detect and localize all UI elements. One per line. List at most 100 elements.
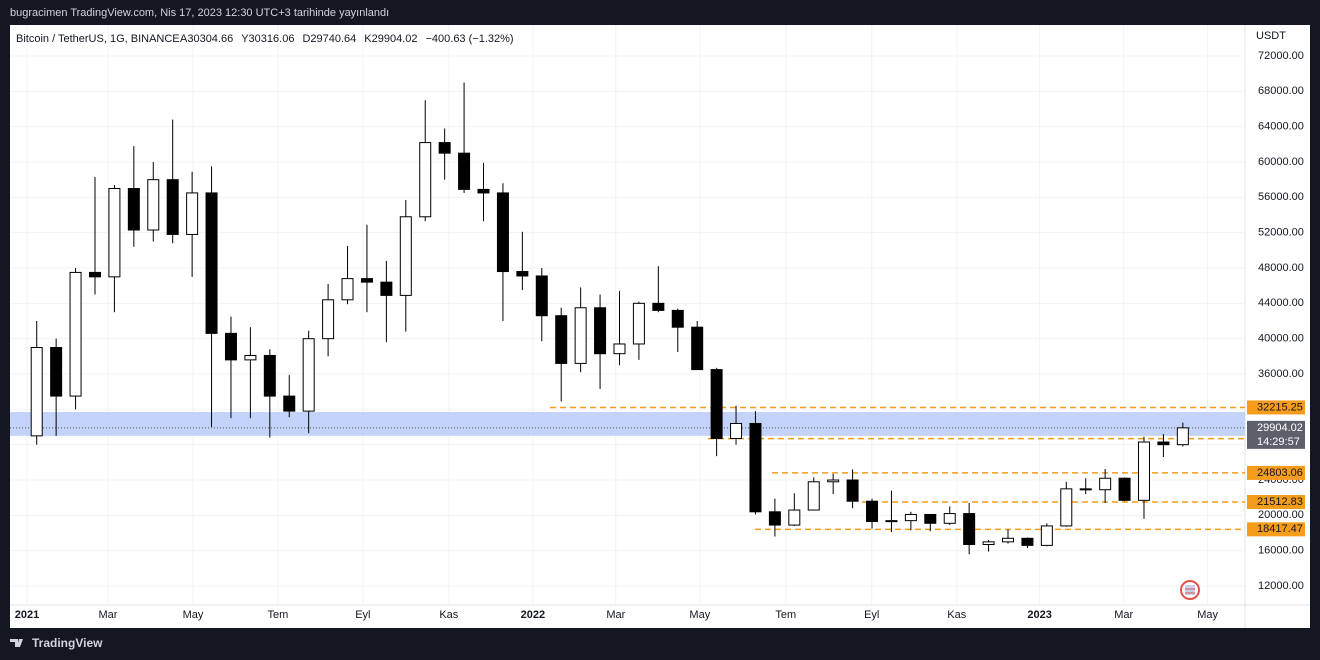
candle-body (263, 354, 276, 397)
x-tick-label: Mar (606, 609, 625, 621)
x-tick-label: Tem (775, 609, 796, 621)
flag-icon (1180, 580, 1200, 600)
candle-body (1118, 477, 1131, 501)
candle-body (88, 271, 101, 278)
x-tick-label: 2023 (1027, 609, 1051, 621)
candle-body (555, 315, 568, 364)
ohlc-value: K29904.02 (364, 33, 417, 45)
candle-body (846, 479, 859, 502)
y-tick-label: 36000.00 (1258, 368, 1304, 380)
x-tick-label: 2021 (15, 609, 39, 621)
candle-body (885, 520, 898, 523)
level-label: 32215.25 (1257, 401, 1303, 413)
candle-body (768, 511, 781, 526)
candle-body (108, 188, 121, 278)
x-tick-label: Mar (99, 609, 118, 621)
y-tick-label: 68000.00 (1258, 85, 1304, 97)
candle-body (224, 332, 237, 361)
x-tick-label: Kas (947, 609, 966, 621)
candle-body (186, 192, 199, 235)
x-tick-label: May (1197, 609, 1218, 621)
candle-body (691, 326, 704, 371)
change-value: −400.63 (−1.32%) (425, 33, 513, 45)
candle-body (963, 513, 976, 545)
candle-body (632, 302, 645, 345)
y-tick-label: 64000.00 (1258, 121, 1304, 133)
candle-body (1002, 537, 1015, 543)
x-tick-label: 2022 (521, 609, 545, 621)
candle-body (652, 302, 665, 311)
candle-body (50, 347, 63, 397)
x-tick-label: Eyl (355, 609, 370, 621)
candle-body (127, 188, 140, 231)
candle-body (283, 395, 296, 412)
candle-body (1137, 441, 1150, 501)
candle-body (516, 271, 529, 277)
level-tag (1247, 400, 1305, 415)
x-tick-label: Eyl (864, 609, 879, 621)
candle-body (710, 369, 723, 439)
y-tick-label: 40000.00 (1258, 333, 1304, 345)
candle-body (205, 192, 218, 334)
candle-body (594, 307, 607, 355)
candle-body (477, 188, 490, 194)
candle-body (302, 338, 315, 412)
candle-body (749, 422, 762, 513)
candle-body (982, 541, 995, 545)
candle-body (1176, 427, 1189, 446)
chart-area (10, 25, 1310, 628)
y-tick-label: 48000.00 (1258, 262, 1304, 274)
y-tick-label: 56000.00 (1258, 191, 1304, 203)
candle-body (399, 216, 412, 296)
candle-body (496, 192, 509, 273)
candle-body (1040, 525, 1053, 546)
level-label: 21512.83 (1257, 496, 1303, 508)
candle-body (1060, 488, 1073, 527)
candle-body (458, 152, 471, 190)
candle-body (574, 307, 587, 364)
y-tick-label: 16000.00 (1258, 545, 1304, 557)
plot: 12000.0016000.0020000.0024000.0028000.00… (10, 25, 1305, 621)
ohlc-value: D29740.64 (302, 33, 356, 45)
countdown: 14:29:57 (1257, 436, 1300, 448)
candle-body (341, 278, 354, 301)
candle-body (904, 513, 917, 522)
currency: USDT (1256, 30, 1286, 42)
level-label: 18417.47 (1257, 523, 1303, 535)
candle-body (807, 481, 820, 511)
candle-body (1157, 441, 1170, 446)
candle-body (438, 142, 451, 154)
candle-body (244, 354, 257, 361)
candle-body (730, 422, 743, 439)
candle-body (380, 281, 393, 296)
x-tick-label: Tem (267, 609, 288, 621)
candle-body (613, 343, 626, 355)
candle-body (943, 513, 956, 524)
y-tick-label: 60000.00 (1258, 156, 1304, 168)
ohlc-value: Y30316.06 (241, 33, 294, 45)
y-tick-label: 52000.00 (1258, 227, 1304, 239)
candle-body (924, 513, 937, 524)
candle-body (69, 271, 82, 397)
level-tag (1247, 494, 1305, 509)
candle-body (166, 179, 179, 235)
y-tick-label: 44000.00 (1258, 297, 1304, 309)
candle-body (1079, 488, 1092, 491)
level-label: 24803.06 (1257, 467, 1303, 479)
candle-body (360, 278, 373, 283)
support-zone (10, 411, 1245, 436)
candle-body (1021, 537, 1034, 546)
x-tick-label: May (689, 609, 710, 621)
last-price-tag (1247, 420, 1305, 449)
candle-body (419, 142, 432, 218)
ohlc-value: A30304.66 (180, 33, 233, 45)
candle-body (322, 299, 335, 340)
level-tag (1247, 522, 1305, 537)
y-tick-label: 20000.00 (1258, 509, 1304, 521)
candle-body (827, 479, 840, 483)
y-tick-label: 72000.00 (1258, 50, 1304, 62)
candle-body (788, 509, 801, 526)
candle-body (671, 309, 684, 328)
brand: TradingView (32, 636, 103, 650)
